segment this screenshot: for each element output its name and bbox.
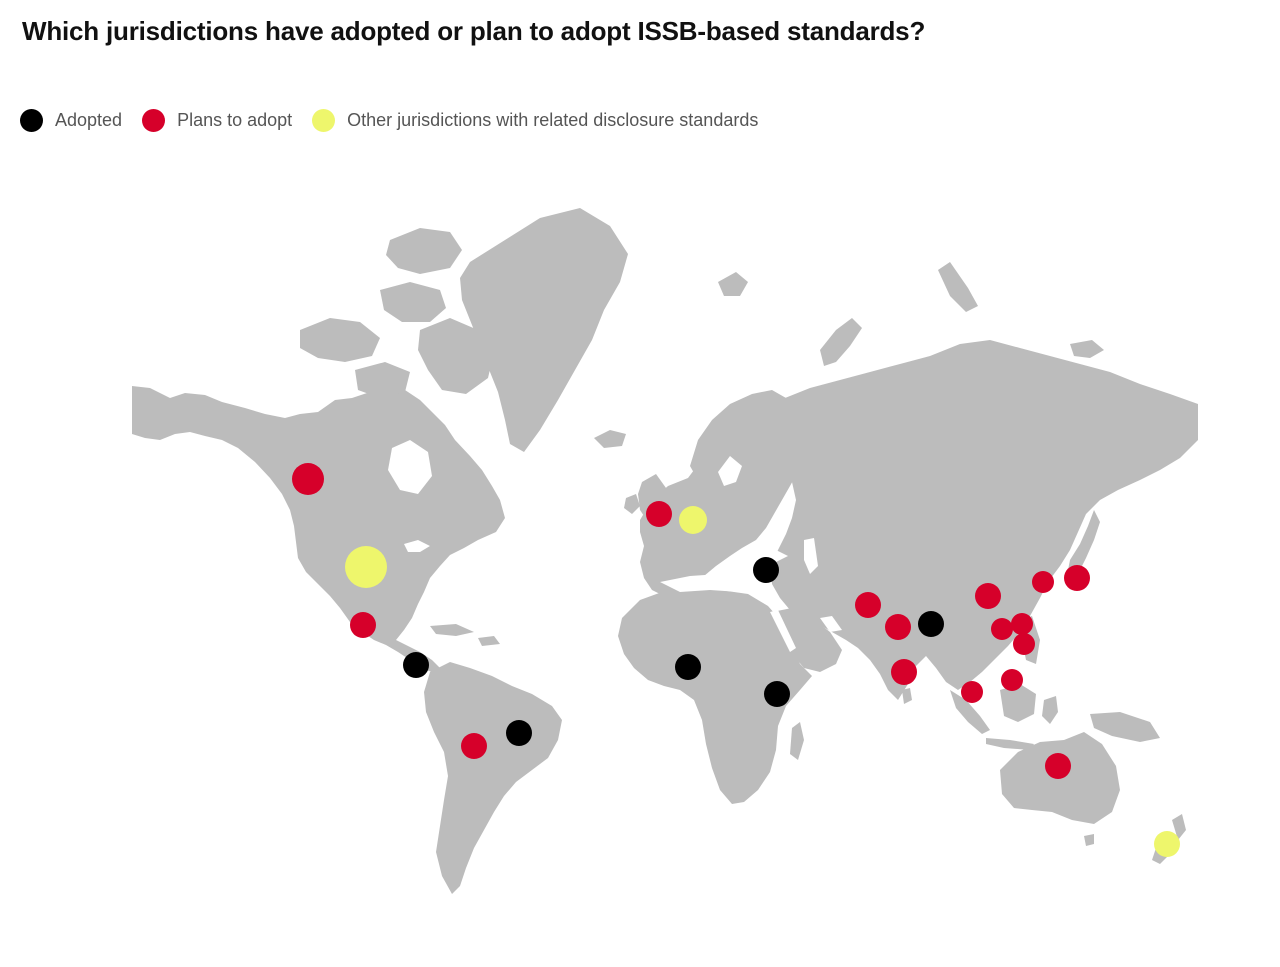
baltic-sea: [718, 456, 742, 486]
marker-plans: [991, 618, 1013, 640]
jurisdiction-markers: [292, 463, 1180, 857]
legend-item-adopted: Adopted: [20, 109, 122, 132]
land-arctic-islands-2: [386, 228, 462, 274]
marker-adopted: [675, 654, 701, 680]
land-severnaya: [938, 262, 978, 312]
land-new-guinea: [1090, 712, 1160, 742]
marker-adopted: [506, 720, 532, 746]
page-title: Which jurisdictions have adopted or plan…: [22, 16, 926, 46]
land-arabia: [772, 608, 842, 672]
marker-plans: [1001, 669, 1023, 691]
legend-label-plans: Plans to adopt: [177, 110, 293, 130]
land-masses: [132, 208, 1198, 894]
marker-plans: [1045, 753, 1071, 779]
marker-plans: [646, 501, 672, 527]
hudson-bay: [388, 440, 432, 494]
land-borneo: [1000, 684, 1036, 722]
marker-plans: [1013, 633, 1035, 655]
marker-adopted: [753, 557, 779, 583]
land-scandinavia: [690, 390, 786, 482]
land-greenland: [460, 208, 628, 452]
persian-gulf: [820, 616, 842, 632]
land-arctic-islands-4: [355, 362, 410, 398]
map-legend: Adopted Plans to adopt Other jurisdictio…: [20, 109, 778, 132]
land-sumatra: [950, 690, 990, 734]
marker-other: [679, 506, 707, 534]
marker-other: [345, 546, 387, 588]
marker-plans: [961, 681, 983, 703]
legend-swatch-adopted: [20, 109, 43, 132]
land-sulawesi: [1042, 696, 1058, 724]
red-sea: [770, 610, 796, 652]
marker-plans: [350, 612, 376, 638]
legend-swatch-plans: [142, 109, 166, 132]
land-japan: [1066, 510, 1100, 580]
marker-adopted: [403, 652, 429, 678]
marker-adopted: [764, 681, 790, 707]
marker-plans: [885, 614, 911, 640]
marker-other: [1154, 831, 1180, 857]
legend-swatch-other: [312, 109, 336, 132]
legend-label-other: Other jurisdictions with related disclos…: [347, 110, 759, 130]
land-sri-lanka: [902, 688, 912, 704]
mediterranean-sea: [660, 574, 760, 592]
land-south-america: [424, 662, 562, 894]
marker-plans: [891, 659, 917, 685]
land-europe: [640, 400, 808, 596]
caspian-sea: [804, 538, 818, 574]
legend-label-adopted: Adopted: [55, 110, 123, 130]
land-hispaniola: [478, 636, 500, 646]
marker-plans: [292, 463, 324, 495]
land-cuba: [430, 624, 474, 636]
great-lakes: [404, 540, 430, 552]
marker-plans: [1032, 571, 1054, 593]
land-arctic-islands-3: [380, 282, 446, 322]
land-novaya-zemlya: [820, 318, 862, 366]
marker-plans: [855, 592, 881, 618]
land-new-zealand-north: [1172, 814, 1186, 840]
land-java: [986, 738, 1034, 750]
land-tasmania: [1084, 834, 1094, 846]
marker-plans: [975, 583, 1001, 609]
land-ireland: [624, 494, 640, 514]
land-madagascar: [790, 722, 804, 760]
land-iceland: [594, 430, 626, 448]
land-africa: [618, 588, 812, 804]
land-arctic-islands-1: [300, 318, 380, 362]
legend-item-other: Other jurisdictions with related disclos…: [312, 109, 758, 132]
marker-plans: [1011, 613, 1033, 635]
marker-plans: [461, 733, 487, 759]
land-new-siberian: [1070, 340, 1104, 358]
legend-item-plans: Plans to adopt: [142, 109, 292, 132]
marker-adopted: [918, 611, 944, 637]
land-baffin-island: [418, 318, 494, 394]
marker-plans: [1064, 565, 1090, 591]
land-svalbard: [718, 272, 748, 296]
